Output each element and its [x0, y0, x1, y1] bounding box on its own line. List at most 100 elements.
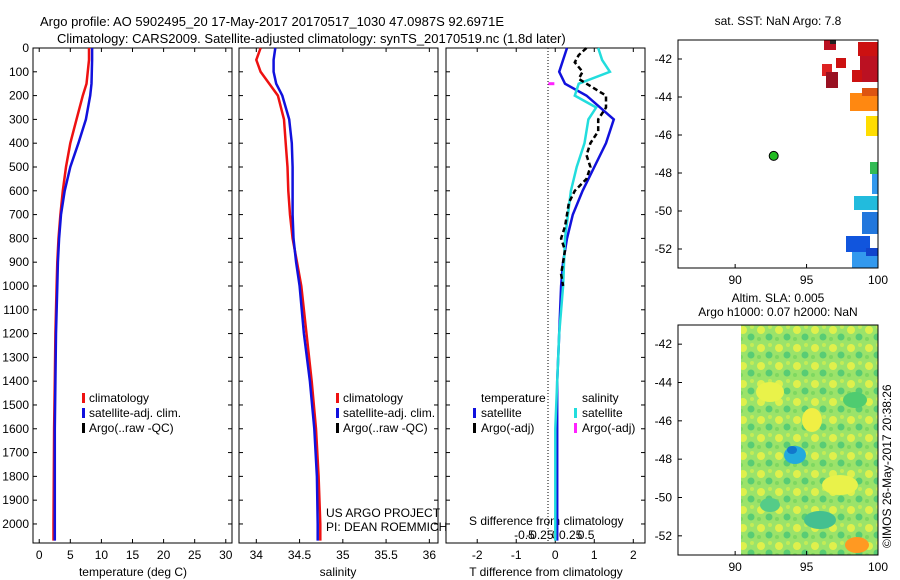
x-tick-label: 0	[552, 548, 559, 562]
x-tick-label: 15	[126, 548, 140, 562]
lat-tick-label: -44	[655, 90, 673, 104]
y-tick-label: 1400	[2, 374, 29, 388]
s-tick-label: -0.25	[526, 528, 554, 542]
credit-project: US ARGO PROJECT	[326, 506, 441, 520]
series-line-satellite-adj-clim-	[53, 48, 94, 541]
legend-swatch-sal-argo	[574, 423, 577, 433]
y-tick-label: 400	[9, 136, 29, 150]
y-tick-label: 1000	[2, 279, 29, 293]
salinity-axes-frame	[238, 47, 439, 544]
y-tick-label: 1600	[2, 422, 29, 436]
sst-map-latitude-axis: -42 -44 -46 -48 -50 -52	[655, 52, 682, 256]
x-tick-label: 34	[250, 548, 264, 562]
credit-pi: PI: DEAN ROEMMICH	[326, 520, 447, 534]
legend-swatch-temp-argo	[473, 423, 476, 433]
legend-swatch-argo	[336, 423, 339, 433]
sla-map-subtitle: Argo h1000: 0.07 h2000: NaN	[698, 305, 857, 319]
legend-title-temperature: temperature	[481, 391, 546, 405]
sla-map-title: Altim. SLA: 0.005	[732, 291, 825, 305]
y-tick-label: 700	[9, 208, 29, 222]
difference-axes-frame	[445, 47, 646, 544]
x-tick-label: 30	[219, 548, 233, 562]
series-line-climatology	[52, 48, 91, 541]
legend-swatch-argo	[82, 423, 85, 433]
s-tick-label: -0.5	[514, 528, 535, 542]
y-tick-label: 1100	[3, 303, 29, 317]
salinity-x-label: salinity	[320, 565, 357, 579]
x-tick-label: 36	[423, 548, 437, 562]
y-tick-label: 300	[9, 112, 29, 126]
temperature-difference-label: T difference from climatology	[469, 565, 623, 579]
temperature-panel: 0100200300400500600700800900100011001200…	[2, 41, 232, 579]
lat-tick-label: -44	[655, 376, 673, 390]
y-tick-label: 2000	[2, 517, 29, 531]
argo-float-location-marker	[768, 150, 779, 161]
x-tick-label: 25	[188, 548, 202, 562]
x-tick-label: 5	[67, 548, 74, 562]
sla-data-field	[741, 325, 878, 555]
x-tick-label: 10	[95, 548, 109, 562]
y-tick-label: 1800	[2, 469, 29, 483]
series-line-climatology	[254, 47, 322, 541]
legend-swatch-climatology	[82, 393, 85, 403]
salinity-x-axis: 34 34.5 35 35.5 36	[250, 48, 437, 562]
salinity-difference-label: S difference from climatology	[469, 514, 624, 528]
difference-legend: temperature salinity satellite Argo(-adj…	[473, 391, 635, 435]
x-tick-label: 35	[336, 548, 350, 562]
s-tick-label: 0.25	[559, 528, 583, 542]
y-tick-label: 600	[9, 184, 29, 198]
lon-tick-label: 95	[800, 560, 814, 574]
lat-tick-label: -50	[655, 491, 673, 505]
legend-label-argo: Argo(..raw -QC)	[89, 421, 174, 435]
sla-map-frame	[677, 324, 879, 556]
lat-tick-label: -46	[655, 128, 673, 142]
legend-swatch-satellite	[82, 408, 85, 418]
x-tick-label: 20	[157, 548, 171, 562]
salinity-legend: climatology satellite-adj. clim. Argo(..…	[336, 391, 435, 435]
temperature-difference-x-axis: -2 -1 0 1 2	[472, 48, 637, 562]
x-tick-label: 2	[630, 548, 637, 562]
legend-label-temp-argo: Argo(-adj)	[481, 421, 534, 435]
sst-map-longitude-axis: 90 95 100	[728, 264, 888, 287]
y-tick-label: 1900	[2, 493, 29, 507]
figure-title-line-1: Argo profile: AO 5902495_20 17-May-2017 …	[40, 14, 504, 29]
sst-map: sat. SST: NaN Argo: 7.8 -42-44-46-48-50-…	[655, 14, 889, 287]
legend-label-sal-argo: Argo(-adj)	[582, 421, 635, 435]
sst-data-cells	[822, 40, 878, 268]
y-tick-label: 200	[9, 89, 29, 103]
lat-tick-label: -52	[655, 529, 673, 543]
sla-map-longitude-axis: 90 95 100	[728, 551, 888, 574]
x-tick-label: 35.5	[374, 548, 398, 562]
temperature-x-label: temperature (deg C)	[79, 565, 187, 579]
legend-swatch-climatology	[336, 393, 339, 403]
temperature-legend: climatology satellite-adj. clim. Argo(..…	[82, 391, 181, 435]
series-line-temp-argo	[559, 47, 608, 287]
lat-tick-label: -42	[655, 52, 673, 66]
lat-tick-label: -48	[655, 166, 673, 180]
lat-tick-label: -42	[655, 337, 673, 351]
series-line-sal-satellite	[554, 47, 612, 541]
sst-map-frame	[677, 39, 879, 269]
legend-swatch-sal-satellite	[574, 408, 577, 418]
lat-tick-label: -50	[655, 204, 673, 218]
x-tick-label: -2	[472, 548, 483, 562]
difference-panel: -2 -1 0 1 2 -0.5-0.25 0 0.250.5 S difference f…	[445, 47, 646, 579]
y-tick-label: 1500	[2, 398, 29, 412]
y-tick-label: 100	[9, 65, 29, 79]
x-tick-label: -1	[511, 548, 522, 562]
legend-swatch-satellite	[336, 408, 339, 418]
s-tick-label: 0.5	[578, 528, 595, 542]
series-line-satellite-adj-clim-	[272, 47, 319, 541]
legend-label-sal-satellite: satellite	[582, 406, 623, 420]
legend-swatch-temp-satellite	[473, 408, 476, 418]
legend-label-climatology: climatology	[89, 391, 149, 405]
temperature-x-axis: 0 5 10 15 20 25 30	[36, 48, 233, 562]
x-tick-label: 1	[591, 548, 598, 562]
lat-tick-label: -48	[655, 452, 673, 466]
legend-label-climatology: climatology	[343, 391, 403, 405]
depth-axis: 0 100 200 300 400 500 600 700 800 900 1000 1100 1200…	[2, 41, 232, 531]
legend-label-argo: Argo(..raw -QC)	[343, 421, 428, 435]
sla-map: Altim. SLA: 0.005 Argo h1000: 0.07 h2000…	[655, 291, 889, 574]
lon-tick-label: 90	[728, 560, 742, 574]
